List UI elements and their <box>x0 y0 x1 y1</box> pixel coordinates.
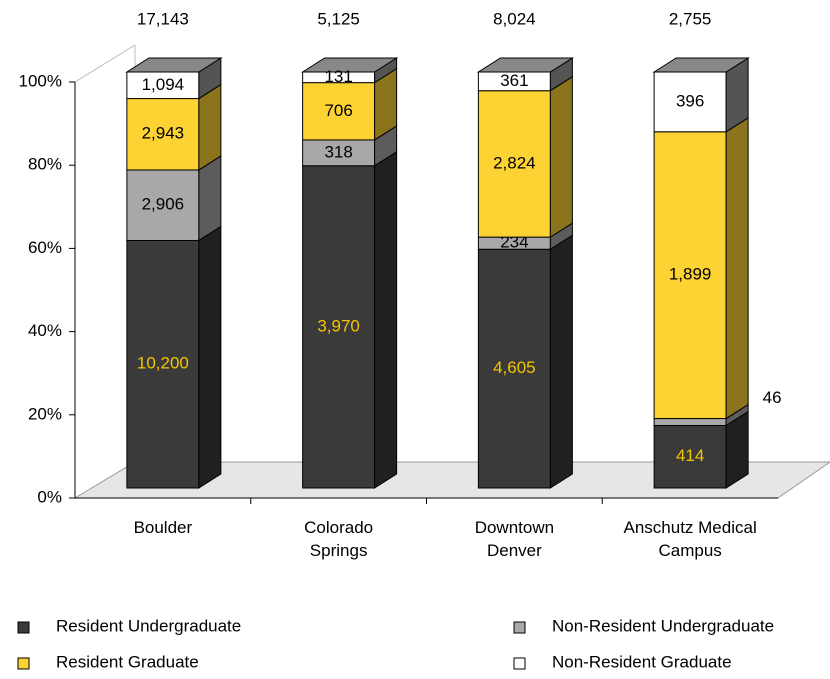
x-tick-label: Boulder <box>133 518 193 537</box>
y-tick-label: 20% <box>28 404 62 423</box>
total-label: 17,143 <box>137 9 189 28</box>
data-label: 318 <box>324 142 352 161</box>
total-label: 5,125 <box>317 9 360 28</box>
back-wall-edge <box>74 44 136 83</box>
data-label: 414 <box>676 446 704 465</box>
bar-top <box>125 57 223 73</box>
y-tick-label: 0% <box>37 487 62 506</box>
data-label: 4,605 <box>493 358 536 377</box>
bar-segment-side <box>198 83 222 171</box>
bar-segment <box>653 418 727 426</box>
bar-segment <box>653 424 727 489</box>
legend-swatch <box>17 657 30 670</box>
bar-segment <box>302 139 376 167</box>
data-label: 131 <box>324 67 352 86</box>
data-label: 2,906 <box>142 195 185 214</box>
bar-segment-side <box>198 225 222 489</box>
y-tick-label: 60% <box>28 238 62 257</box>
bar-segment-side <box>198 155 222 242</box>
y-tick-label: 80% <box>28 155 62 174</box>
bar-segment <box>126 71 200 100</box>
data-label: 3,970 <box>317 316 360 335</box>
legend-label: Resident Undergraduate <box>56 616 241 635</box>
total-label: 2,755 <box>669 9 712 28</box>
data-label: 10,200 <box>137 354 189 373</box>
bar-segment-side <box>725 116 749 420</box>
legend-label: Non-Resident Undergraduate <box>552 616 774 635</box>
y-tick-label: 40% <box>28 321 62 340</box>
legend-swatch <box>513 657 526 670</box>
legend-label: Resident Graduate <box>56 652 199 671</box>
legend-swatch <box>17 621 30 634</box>
bar-segment <box>477 248 551 489</box>
bar-segment-side <box>549 234 573 489</box>
y-tick-label: 100% <box>19 71 62 90</box>
data-label: 1,899 <box>669 265 712 284</box>
bar-top <box>652 57 750 73</box>
bar-top <box>476 57 575 73</box>
bar-segment <box>302 165 376 489</box>
data-label: 1,094 <box>142 75 185 94</box>
x-tick-label: Colorado Springs <box>304 518 374 560</box>
bar-segment <box>126 98 200 171</box>
data-label: 46 <box>763 388 782 407</box>
data-label: 2,824 <box>493 153 536 172</box>
legend-swatch <box>513 621 526 634</box>
bar-segment-side <box>374 150 398 489</box>
bar-top <box>300 57 399 73</box>
x-tick-label: Downtown Denver <box>474 518 555 560</box>
bar-segment <box>126 169 200 241</box>
data-label: 2,943 <box>142 124 185 143</box>
data-label: 396 <box>676 91 704 110</box>
x-tick-label: Anschutz Medical Campus <box>623 518 757 560</box>
bar-segment-side <box>549 75 573 239</box>
total-label: 8,024 <box>493 9 536 28</box>
bar-segment <box>653 71 727 133</box>
bar-segment <box>126 239 200 489</box>
data-label: 706 <box>324 101 352 120</box>
data-label: 361 <box>500 71 528 90</box>
legend-label: Non-Resident Graduate <box>552 652 732 671</box>
bar-segment <box>477 90 551 238</box>
